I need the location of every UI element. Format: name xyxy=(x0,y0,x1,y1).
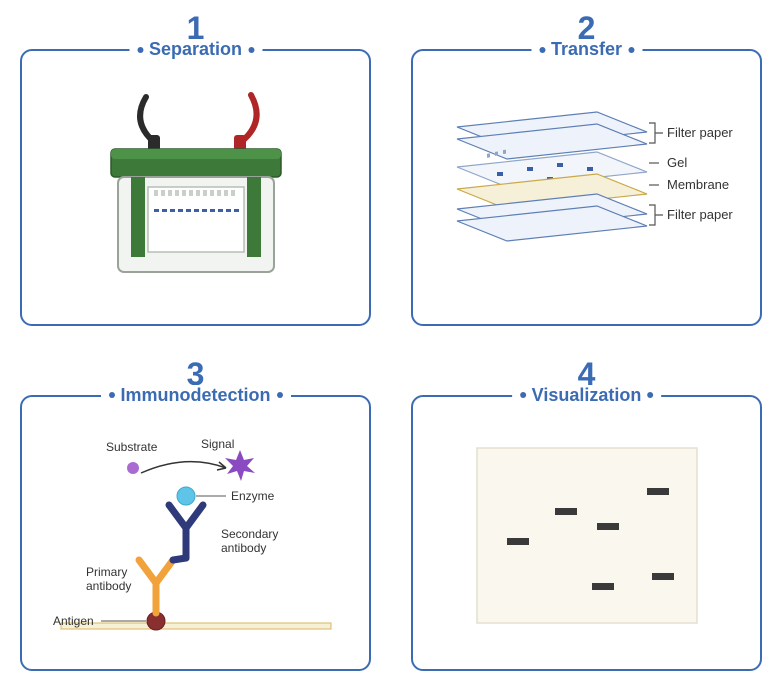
blot-band xyxy=(652,573,674,580)
panel-title: Transfer xyxy=(551,39,622,60)
label-gel: Gel xyxy=(667,155,687,170)
bracket-filter-top xyxy=(649,123,663,143)
gel-tank-illustration xyxy=(76,87,316,287)
panel-immunodetection: 3 Immunodetection Antigen P xyxy=(20,356,371,672)
blot-band xyxy=(507,538,529,545)
label-filter-bottom: Filter paper xyxy=(667,207,733,222)
panel-title-wrap: Separation xyxy=(129,39,262,60)
filter-paper-bottom xyxy=(457,194,647,241)
label-primary-1: Primary xyxy=(86,565,127,579)
blot-band xyxy=(592,583,614,590)
filter-paper-top xyxy=(457,112,647,159)
panel-title: Immunodetection xyxy=(120,385,270,406)
primary-antibody-icon xyxy=(139,560,173,613)
panel-title-wrap: Immunodetection xyxy=(100,385,290,406)
enzyme-icon xyxy=(177,487,195,505)
panel-grid: 1 Separation xyxy=(20,10,762,671)
panel-box: Transfer xyxy=(411,49,762,326)
label-secondary-2: antibody xyxy=(221,541,266,555)
label-antigen: Antigen xyxy=(53,614,94,628)
tank-lid-highlight xyxy=(111,149,281,159)
blot-membrane xyxy=(477,448,697,623)
label-membrane: Membrane xyxy=(667,177,729,192)
dot-icon xyxy=(539,47,545,53)
panel-box: Separation xyxy=(20,49,371,326)
red-wire-icon xyxy=(241,95,257,142)
panel-box: Immunodetection Antigen Primary antibody xyxy=(20,395,371,672)
dot-icon xyxy=(248,47,254,53)
dot-icon xyxy=(277,392,283,398)
blot-band xyxy=(647,488,669,495)
dot-icon xyxy=(628,47,634,53)
panel-transfer: 2 Transfer xyxy=(411,10,762,326)
panel-title: Visualization xyxy=(532,385,642,406)
label-enzyme: Enzyme xyxy=(231,489,275,503)
label-primary-2: antibody xyxy=(86,579,131,593)
blot-band xyxy=(597,523,619,530)
bracket-filter-bottom xyxy=(649,205,663,225)
blot-illustration xyxy=(457,428,717,638)
label-substrate: Substrate xyxy=(106,440,158,454)
transfer-stack-illustration: Filter paper Gel Membrane Filter paper xyxy=(427,87,747,287)
panel-visualization: 4 Visualization xyxy=(411,356,762,672)
gel-bands xyxy=(154,209,239,212)
panel-title-wrap: Transfer xyxy=(531,39,642,60)
label-secondary-1: Secondary xyxy=(221,527,278,541)
reaction-arrow xyxy=(141,461,226,472)
secondary-antibody-icon xyxy=(169,505,203,558)
secondary-attach xyxy=(173,558,186,560)
panel-separation: 1 Separation xyxy=(20,10,371,326)
dot-icon xyxy=(647,392,653,398)
holder-right-icon xyxy=(247,177,261,257)
immunodetection-illustration: Antigen Primary antibody Secondary xyxy=(41,418,351,648)
gel-cassette-icon xyxy=(148,187,244,252)
panel-title-wrap: Visualization xyxy=(512,385,662,406)
label-signal: Signal xyxy=(201,437,234,451)
holder-left-icon xyxy=(131,177,145,257)
dot-icon xyxy=(520,392,526,398)
panel-title: Separation xyxy=(149,39,242,60)
signal-icon xyxy=(225,450,255,481)
dot-icon xyxy=(108,392,114,398)
panel-box: Visualization xyxy=(411,395,762,672)
blot-band xyxy=(555,508,577,515)
baseline-membrane xyxy=(61,623,331,629)
dot-icon xyxy=(137,47,143,53)
substrate-icon xyxy=(127,462,139,474)
label-filter-top: Filter paper xyxy=(667,125,733,140)
